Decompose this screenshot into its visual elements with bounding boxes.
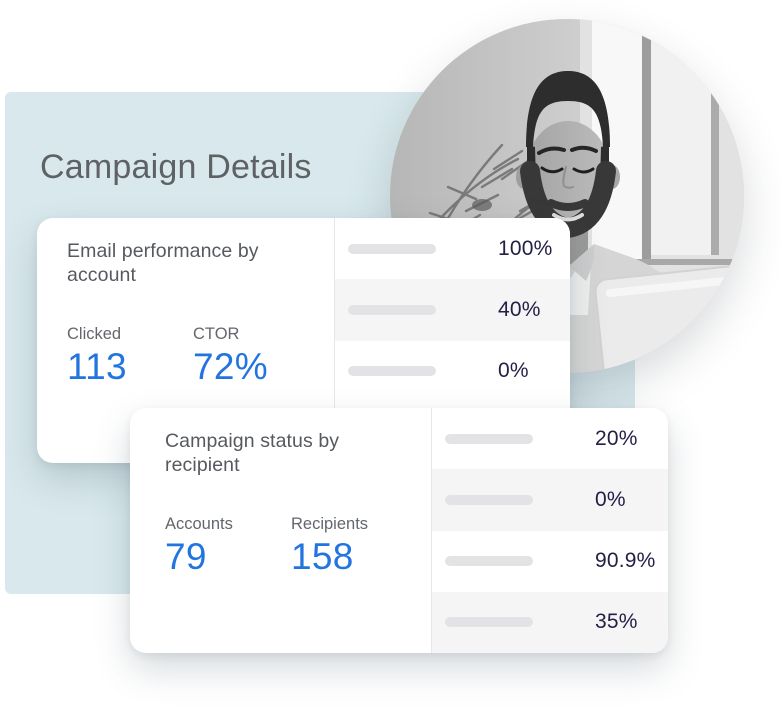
bar-placeholder [348,243,436,254]
metric-percent: 100% [498,236,553,260]
metric-row: 0% [432,469,668,531]
metric-percent: 20% [595,426,638,450]
stat-value: 79 [165,536,207,577]
stat-clicked: Clicked 113 [67,324,193,387]
metric-row: 100% [335,218,570,280]
metric-row: 20% [432,408,668,470]
metric-percent: 35% [595,610,638,634]
card-title: Email performance by account [67,240,259,286]
metric-percent: 0% [498,359,529,383]
bar-placeholder [348,304,436,315]
stats-row: Clicked 113 CTOR 72% [67,324,316,387]
email-performance-summary: Email performance by account Clicked 113… [37,218,335,463]
bar-placeholder [445,494,533,505]
bar-placeholder [445,617,533,628]
metric-percent: 0% [595,487,626,511]
stat-recipients: Recipients 158 [291,514,417,577]
metric-percent: 90.9% [595,549,656,573]
metric-row: 40% [335,279,570,341]
metric-row: 90.9% [432,530,668,592]
stat-label: Clicked [67,325,122,343]
bar-placeholder [445,433,533,444]
bar-placeholder [348,366,436,377]
stat-accounts: Accounts 79 [165,514,291,577]
metric-percent: 40% [498,297,541,321]
stats-row: Accounts 79 Recipients 158 [165,514,413,577]
stat-label: CTOR [193,325,240,343]
email-performance-card: Email performance by account Clicked 113… [37,218,570,463]
stat-value: 113 [67,346,127,387]
campaign-status-card: Campaign status by recipient Accounts 79… [130,408,668,653]
metric-row: 0% [335,340,570,402]
stat-ctor: CTOR 72% [193,324,319,387]
campaign-status-summary: Campaign status by recipient Accounts 79… [130,408,432,653]
metric-rows: 20% 0% 90.9% 35% [432,408,668,653]
stat-label: Recipients [291,515,369,533]
metric-row: 35% [432,591,668,653]
card-title: Campaign status by recipient [165,430,340,476]
stat-value: 158 [291,536,354,577]
bar-placeholder [445,556,533,567]
stat-label: Accounts [165,515,233,533]
stat-value: 72% [193,346,268,387]
page-title: Campaign Details [40,148,312,186]
